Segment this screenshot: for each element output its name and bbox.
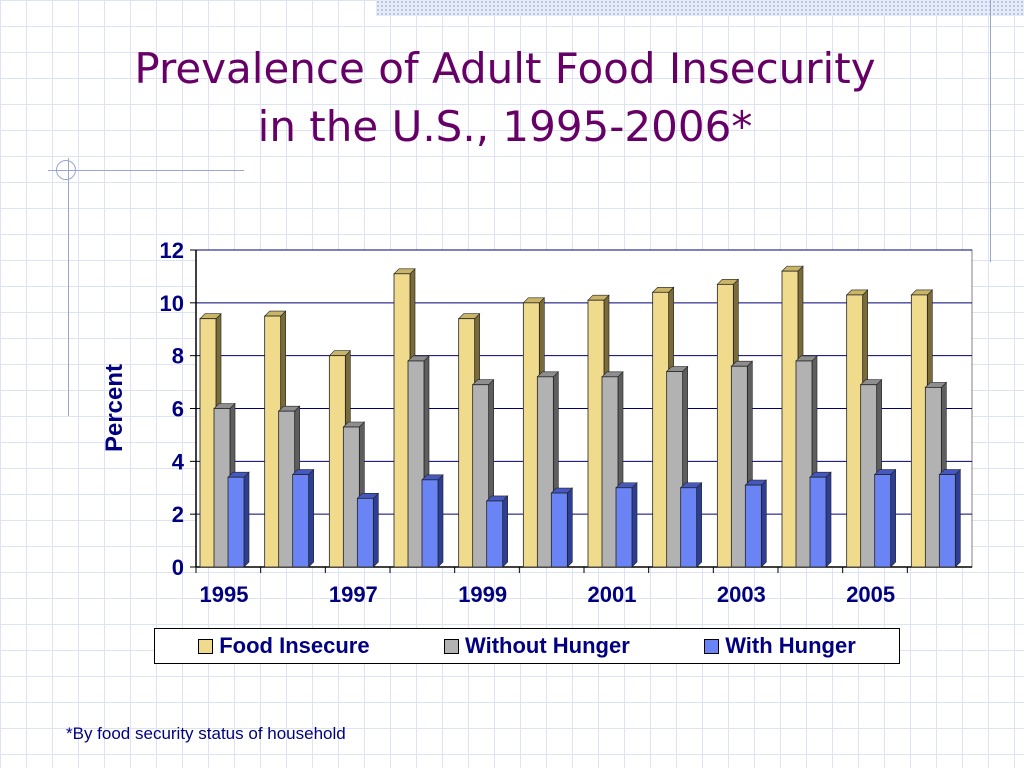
title-line-1: Prevalence of Adult Food Insecurity (134, 44, 876, 93)
chart-legend: Food Insecure Without Hunger With Hunger (154, 628, 900, 664)
y-tick-label: 6 (172, 397, 184, 422)
bar-with-hunger-1997 (356, 497, 374, 568)
bar-without-hunger-1998 (407, 360, 425, 568)
legend-swatch-food-insecure (198, 638, 214, 654)
bar-with-hunger-1999 (486, 500, 504, 568)
y-axis-label: Percent (101, 364, 128, 452)
bar-food-insecure-2001 (587, 299, 605, 568)
x-tick-label-1995: 1995 (200, 582, 249, 607)
bar-side-with-hunger-1998 (437, 474, 444, 568)
top-decorative-band (376, 0, 1024, 16)
y-tick-label: 12 (160, 238, 184, 263)
y-tick-label: 4 (172, 449, 185, 474)
bar-side-with-hunger-1997 (373, 492, 379, 568)
bar-without-hunger-2005 (860, 384, 878, 568)
bar-side-with-hunger-1999 (502, 495, 508, 568)
legend-label-with-hunger: With Hunger (725, 633, 856, 658)
bar-with-hunger-1998 (421, 479, 439, 568)
y-tick-label: 0 (172, 555, 184, 580)
decorative-horizontal-line (48, 170, 244, 171)
bar-with-hunger-2002 (680, 487, 698, 568)
legend-item-with-hunger: With Hunger (704, 633, 856, 659)
x-tick-label-1999: 1999 (458, 582, 507, 607)
bar-food-insecure-2004 (781, 270, 799, 568)
bar-side-with-hunger-2002 (696, 482, 702, 568)
bar-without-hunger-2006 (924, 386, 942, 568)
bar-with-hunger-1995 (227, 476, 245, 568)
legend-swatch-without-hunger (444, 638, 460, 654)
bar-food-insecure-2006 (910, 294, 928, 568)
bar-with-hunger-1996 (292, 474, 310, 568)
y-tick-label: 2 (172, 502, 184, 527)
bar-without-hunger-2003 (730, 365, 748, 568)
bar-with-hunger-2005 (874, 474, 892, 568)
legend-label-without-hunger: Without Hunger (465, 633, 630, 658)
x-tick-label-2003: 2003 (717, 582, 766, 607)
bar-without-hunger-2002 (666, 371, 684, 568)
y-tick-label: 8 (172, 344, 184, 369)
bar-side-with-hunger-1996 (308, 468, 314, 568)
bar-with-hunger-2006 (938, 474, 956, 568)
bar-without-hunger-2004 (795, 360, 813, 568)
x-tick-label-2005: 2005 (846, 582, 895, 607)
legend-label-food-insecure: Food Insecure (219, 633, 370, 658)
bar-food-insecure-2000 (522, 302, 540, 568)
bar-side-with-hunger-2005 (890, 468, 896, 568)
decorative-vertical-line (990, 0, 991, 262)
legend-item-without-hunger: Without Hunger (444, 633, 630, 659)
bar-with-hunger-2003 (744, 484, 762, 568)
bar-without-hunger-1999 (472, 384, 490, 568)
bar-side-with-hunger-2006 (955, 468, 961, 568)
decorative-left-line (68, 158, 69, 416)
y-tick-label: 10 (160, 291, 184, 316)
bar-food-insecure-2003 (716, 283, 734, 568)
title-line-2: in the U.S., 1995-2006* (257, 102, 753, 151)
bar-side-with-hunger-1995 (243, 471, 250, 568)
x-tick-label-1997: 1997 (329, 582, 378, 607)
bar-with-hunger-2001 (615, 487, 633, 568)
bar-food-insecure-2005 (846, 294, 864, 568)
x-tick-label-2001: 2001 (588, 582, 637, 607)
bar-side-with-hunger-2004 (825, 471, 832, 568)
bar-side-with-hunger-2000 (567, 487, 573, 568)
bar-food-insecure-2002 (652, 291, 670, 568)
bar-without-hunger-2000 (536, 376, 554, 568)
legend-swatch-with-hunger (704, 638, 720, 654)
slide-title: Prevalence of Adult Food Insecurity in t… (0, 40, 1010, 156)
footnote: *By food security status of household (66, 724, 346, 743)
legend-item-food-insecure: Food Insecure (198, 633, 370, 659)
bar-with-hunger-2000 (550, 492, 568, 568)
bar-side-with-hunger-2001 (631, 482, 638, 568)
bar-side-with-hunger-2003 (761, 479, 767, 568)
decorative-circle (56, 160, 76, 180)
bar-without-hunger-2001 (601, 376, 619, 568)
bar-with-hunger-2004 (809, 476, 827, 568)
